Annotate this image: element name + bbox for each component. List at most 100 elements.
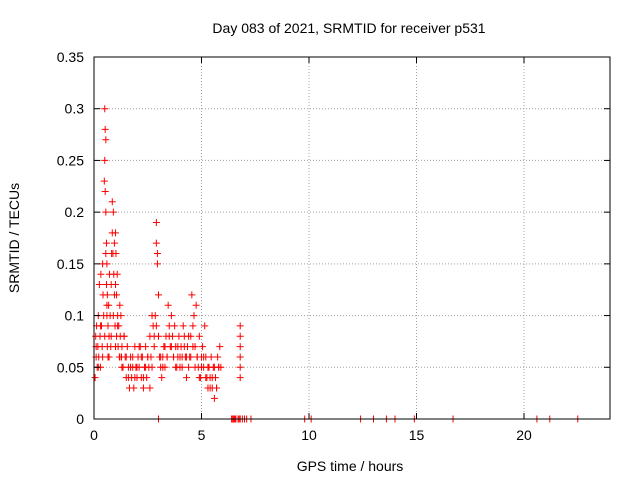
data-point [161,343,169,351]
data-points [91,105,582,423]
data-point [195,332,203,340]
data-point [110,239,118,247]
data-point [206,384,214,392]
data-point [208,374,216,382]
data-point [102,239,110,247]
data-point [114,322,122,330]
data-point [99,353,107,361]
data-point [109,208,117,216]
data-point [192,301,200,309]
y-tick-label: 0.3 [65,101,85,117]
y-tick-label: 0.05 [57,359,84,375]
data-point [200,353,208,361]
data-point [207,353,215,361]
data-point [167,312,175,320]
data-point [152,322,160,330]
data-point [116,353,124,361]
data-point [153,250,161,258]
data-point [198,363,205,371]
data-point [113,291,121,299]
grid [94,57,610,419]
data-point [165,332,173,340]
data-point [236,374,244,382]
data-point [188,291,196,299]
data-point [101,187,109,195]
data-point [213,384,221,392]
data-point [100,177,108,185]
y-tick-label: 0.25 [57,152,84,168]
data-point [214,353,222,361]
x-tick-label: 10 [301,427,317,443]
data-point [101,105,109,113]
axis-ticks: 0 5 10 15 20 0 0.05 0.1 0.15 0.2 0.25 0.3 0.35 [57,49,610,443]
y-tick-label: 0.15 [57,256,84,272]
data-point [236,332,244,340]
x-tick-label: 0 [90,427,98,443]
data-point [176,353,184,361]
data-point [215,363,223,371]
x-tick-label: 15 [409,427,425,443]
data-point [113,270,121,278]
data-point [130,384,138,392]
data-point [103,291,111,299]
y-tick-label: 0.2 [65,204,85,220]
y-tick-label: 0.1 [65,308,85,324]
data-point [180,343,188,351]
data-point [151,312,159,320]
data-point [187,353,195,361]
data-point [171,322,179,330]
data-point [191,363,199,371]
data-point [146,384,154,392]
data-point [139,374,147,382]
data-point [152,239,160,247]
data-point [127,363,135,371]
data-point [117,312,125,320]
data-point [97,270,105,278]
data-point [155,332,162,340]
data-point [164,301,172,309]
data-point [210,394,218,402]
data-point [236,363,244,371]
data-point [182,374,190,382]
data-point [116,301,124,309]
data-point [185,332,193,340]
data-point [190,312,198,320]
plot-frame [93,56,611,420]
data-point [236,343,244,351]
data-point [189,322,197,330]
data-point [152,218,160,226]
data-point [158,374,166,382]
data-point [107,332,115,340]
x-tick-label: 5 [198,427,206,443]
data-point [124,374,132,382]
data-point [135,343,143,351]
data-point [102,208,110,216]
x-axis-label: GPS time / hours [297,458,404,474]
data-point [137,353,145,361]
data-point [139,384,147,392]
data-point [102,136,110,144]
data-point [236,322,244,330]
data-point [104,322,112,330]
data-point [108,198,116,206]
data-point [216,343,224,351]
data-point [123,343,131,351]
data-point [105,353,113,361]
y-axis-label: SRMTID / TECUs [6,183,22,293]
data-point [172,363,180,371]
data-point [179,322,187,330]
data-point [157,353,165,361]
data-point [199,343,207,351]
data-point [142,343,150,351]
data-point [96,322,104,330]
chart-title: Day 083 of 2021, SRMTID for receiver p53… [212,20,485,36]
data-point [153,260,161,268]
data-point [101,125,109,133]
data-point [195,374,203,382]
y-tick-label: 0 [76,411,84,427]
data-point [150,343,158,351]
data-point [112,281,119,289]
data-point [120,332,128,340]
data-point [204,363,212,371]
data-point [95,281,103,289]
